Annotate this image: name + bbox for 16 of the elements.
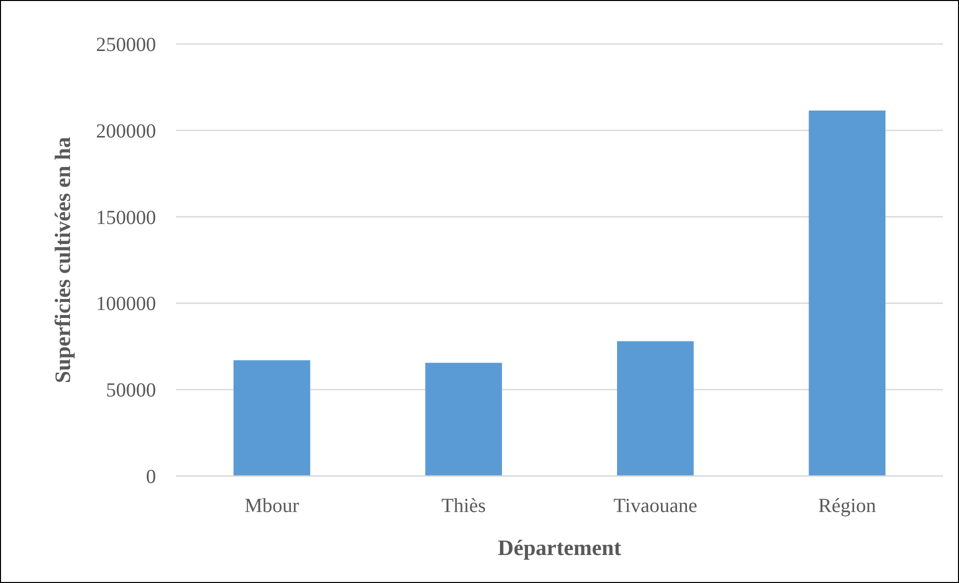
x-axis-title: Département bbox=[498, 535, 622, 560]
x-tick-label: Mbour bbox=[244, 495, 300, 517]
bar bbox=[808, 110, 886, 476]
y-axis-title: Superficies cultivées en ha bbox=[50, 136, 75, 384]
bar bbox=[234, 360, 310, 476]
x-tick-label: Thiès bbox=[441, 495, 486, 517]
x-tick-label: Région bbox=[818, 495, 876, 517]
bar bbox=[425, 362, 502, 476]
y-tick-label: 150000 bbox=[96, 206, 156, 229]
y-tick-label: 100000 bbox=[96, 293, 156, 316]
y-tick-label: 200000 bbox=[96, 120, 156, 142]
bar bbox=[617, 341, 694, 476]
y-tick-label: 0 bbox=[146, 466, 156, 488]
x-tick-label: Tivaouane bbox=[614, 495, 698, 517]
y-tick-label: 250000 bbox=[96, 34, 156, 56]
y-tick-label: 50000 bbox=[106, 380, 156, 402]
